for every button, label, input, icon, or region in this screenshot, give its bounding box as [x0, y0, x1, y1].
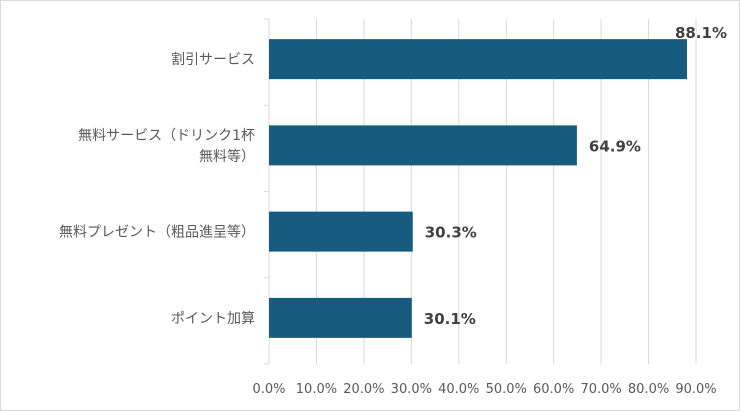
bar-layer [269, 39, 687, 338]
x-tick-label: 40.0% [438, 382, 479, 397]
bar-2 [269, 211, 413, 252]
category-label: 無料等） [199, 148, 255, 165]
category-label: 無料プレゼント（粗品進呈等） [59, 224, 255, 241]
data-labels: 88.1% 64.9% 30.3% 30.1% [424, 24, 727, 328]
x-tick-label: 30.0% [391, 382, 432, 397]
category-label: 無料サービス（ドリンク1杯 [78, 128, 255, 144]
x-tick-label: 50.0% [486, 382, 527, 397]
x-tick-label: 20.0% [343, 382, 384, 397]
bar-1 [269, 125, 577, 166]
data-label: 64.9% [589, 137, 641, 155]
x-tick-label: 70.0% [580, 382, 621, 397]
x-tick-label: 0.0% [252, 382, 285, 397]
x-axis-tick-labels: 0.0% 10.0% 20.0% 30.0% 40.0% 50.0% 60.0% 70.0% 8… [252, 382, 716, 397]
bar-3 [269, 297, 412, 338]
x-tick-label: 60.0% [533, 382, 574, 397]
x-tick-label: 90.0% [675, 382, 716, 397]
data-label: 88.1% [675, 24, 727, 42]
x-tick-label: 10.0% [296, 382, 337, 397]
data-label: 30.3% [425, 224, 477, 242]
x-tick-label: 80.0% [628, 382, 669, 397]
category-label: 割引サービス [171, 51, 255, 68]
bar-0 [269, 39, 687, 80]
category-label: ポイント加算 [171, 311, 255, 327]
data-label: 30.1% [424, 310, 476, 328]
